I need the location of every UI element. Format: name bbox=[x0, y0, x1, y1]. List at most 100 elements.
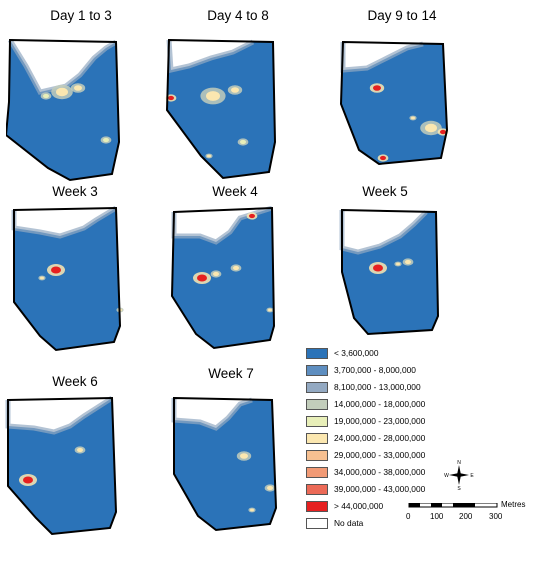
panel-title: Week 7 bbox=[208, 366, 254, 381]
scale-tick-200: 200 bbox=[459, 512, 473, 521]
hotspot-core bbox=[51, 266, 61, 274]
compass-icon: N S E W bbox=[444, 460, 474, 492]
legend-item: 29,000,000 - 33,000,000 bbox=[306, 449, 425, 461]
study-area-fill bbox=[8, 398, 116, 534]
hotspot-core bbox=[405, 259, 411, 265]
coastal-band bbox=[166, 39, 255, 74]
map-panel-week-7: Week 7 bbox=[156, 366, 306, 546]
map-panel-day-1-3: Day 1 to 3 bbox=[6, 8, 156, 188]
legend-item: 3,700,000 - 8,000,000 bbox=[306, 364, 416, 376]
legend-swatch bbox=[306, 364, 328, 376]
study-area-fill bbox=[341, 42, 447, 164]
scale-unit: Metres bbox=[501, 500, 526, 509]
legend-label: 29,000,000 - 33,000,000 bbox=[334, 450, 426, 460]
hotspot-core bbox=[396, 262, 400, 266]
hotspot-core bbox=[240, 453, 248, 459]
hotspot-core bbox=[197, 274, 207, 282]
legend-label: < 3,600,000 bbox=[334, 348, 379, 358]
no-data-area bbox=[14, 208, 116, 236]
map-panel-week-6: Week 6 bbox=[0, 374, 150, 554]
no-data-area bbox=[10, 40, 116, 92]
panel-title: Week 6 bbox=[52, 374, 98, 389]
legend-swatch bbox=[306, 449, 328, 461]
legend-item: 34,000,000 - 38,000,000 bbox=[306, 466, 425, 478]
legend-item: 14,000,000 - 18,000,000 bbox=[306, 398, 425, 410]
legend-label: 8,100,000 - 13,000,000 bbox=[334, 382, 421, 392]
map-graphic bbox=[171, 396, 278, 532]
no-data-area bbox=[8, 398, 112, 432]
legend-item: 24,000,000 - 28,000,000 bbox=[306, 432, 425, 444]
panel-title: Week 4 bbox=[212, 184, 258, 199]
legend-label: 39,000,000 - 43,000,000 bbox=[334, 484, 426, 494]
legend-item: 8,100,000 - 13,000,000 bbox=[306, 381, 421, 393]
study-area-outline bbox=[6, 38, 121, 182]
map-panel-day-4-8: Day 4 to 8 bbox=[163, 8, 313, 188]
map-graphic bbox=[5, 396, 118, 536]
scale-tick-100: 100 bbox=[430, 512, 444, 521]
study-area-outline bbox=[165, 38, 277, 180]
south-label: S bbox=[457, 486, 461, 490]
map-graphic bbox=[165, 38, 277, 180]
legend-label: 34,000,000 - 38,000,000 bbox=[334, 467, 426, 477]
hotspot-core bbox=[373, 85, 381, 91]
panel-title: Day 4 to 8 bbox=[207, 8, 269, 23]
hotspot-core bbox=[77, 447, 83, 453]
legend-label: No data bbox=[334, 518, 364, 528]
legend-label: > 44,000,000 bbox=[334, 501, 384, 511]
study-area-fill bbox=[174, 398, 276, 530]
panel-title: Day 1 to 3 bbox=[50, 8, 112, 23]
map-graphic bbox=[339, 40, 449, 166]
hotspot-core bbox=[268, 308, 272, 312]
west-label: W bbox=[444, 473, 449, 479]
map-graphic bbox=[170, 206, 276, 350]
study-area-outline bbox=[7, 396, 118, 536]
legend-item: < 3,600,000 bbox=[306, 347, 378, 359]
hotspot-core bbox=[411, 116, 415, 120]
legend-label: 14,000,000 - 18,000,000 bbox=[334, 399, 426, 409]
study-area-fill bbox=[172, 208, 274, 348]
no-data-area bbox=[169, 40, 253, 70]
study-area-fill bbox=[167, 40, 275, 178]
north-label: N bbox=[457, 460, 461, 466]
hotspot-core bbox=[168, 95, 174, 101]
hotspot-core bbox=[74, 85, 82, 91]
legend-swatch bbox=[306, 398, 328, 410]
legend-swatch bbox=[306, 381, 328, 393]
map-graphic bbox=[11, 206, 124, 352]
map-panel-day-9-14: Day 9 to 14 bbox=[327, 8, 477, 188]
hotspot-core bbox=[207, 154, 211, 158]
hotspot-core bbox=[231, 87, 239, 93]
scale-bar: 0 100 200 300 Metres bbox=[403, 500, 533, 533]
legend-swatch bbox=[306, 415, 328, 427]
hotspot-core bbox=[206, 91, 220, 101]
panel-title: Week 3 bbox=[52, 184, 98, 199]
legend-swatch bbox=[306, 347, 328, 359]
hotspot-core bbox=[40, 276, 44, 280]
legend-swatch bbox=[306, 500, 328, 512]
study-area-fill bbox=[14, 208, 120, 350]
legend-item: No data bbox=[306, 517, 363, 529]
hotspot-core bbox=[56, 87, 68, 97]
hotspot-core bbox=[425, 123, 437, 133]
map-panel-week-4: Week 4 bbox=[160, 184, 310, 364]
legend-label: 24,000,000 - 28,000,000 bbox=[334, 433, 426, 443]
hotspot-core bbox=[23, 476, 33, 484]
hotspot-core bbox=[440, 129, 446, 135]
legend-swatch bbox=[306, 466, 328, 478]
legend-item: 19,000,000 - 23,000,000 bbox=[306, 415, 425, 427]
study-area-outline bbox=[341, 208, 440, 336]
legend-label: 19,000,000 - 23,000,000 bbox=[334, 416, 426, 426]
hotspot-core bbox=[373, 264, 383, 272]
study-area-outline bbox=[339, 40, 449, 166]
hotspot-core bbox=[240, 139, 246, 145]
legend-label: 3,700,000 - 8,000,000 bbox=[334, 365, 416, 375]
hotspot-core bbox=[43, 93, 49, 99]
hotspot-core bbox=[249, 213, 255, 219]
hotspot-core bbox=[103, 137, 109, 143]
east-label: E bbox=[470, 473, 474, 479]
north-arrow: N S E W bbox=[444, 460, 474, 492]
study-area-outline bbox=[13, 206, 122, 352]
panel-title: Day 9 to 14 bbox=[367, 8, 437, 23]
legend-item: 39,000,000 - 43,000,000 bbox=[306, 483, 425, 495]
scale-tick-0: 0 bbox=[406, 512, 411, 521]
